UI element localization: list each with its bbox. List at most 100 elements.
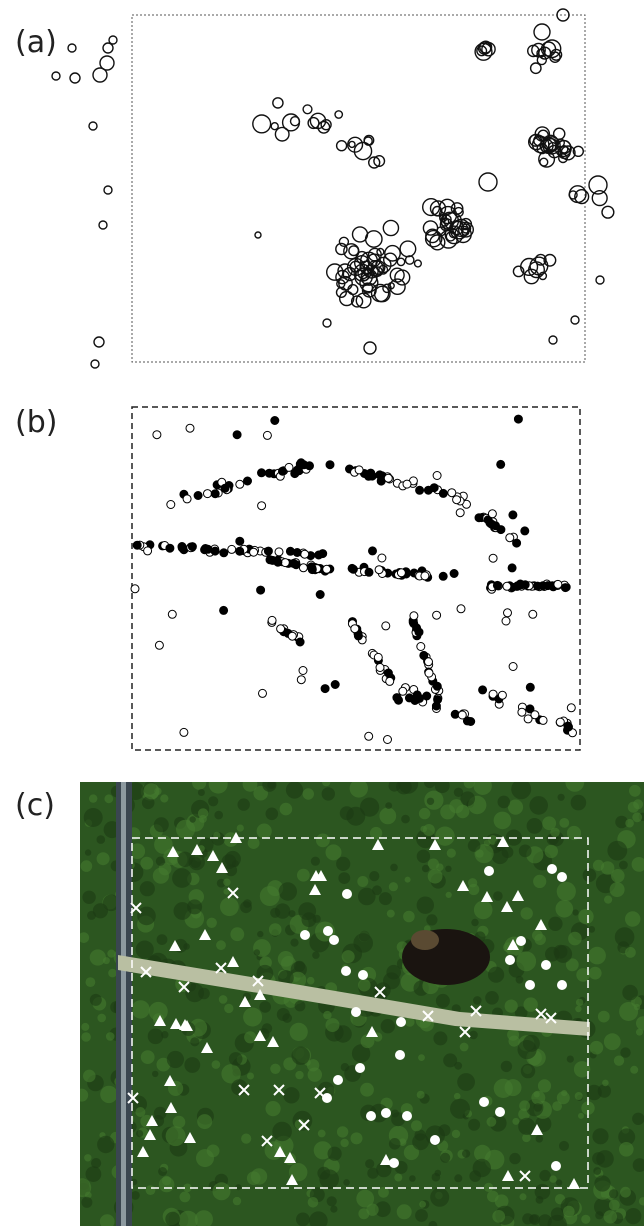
canopy	[351, 1044, 371, 1063]
canopy	[259, 1001, 272, 1013]
canopy	[533, 874, 547, 889]
canopy	[214, 810, 223, 820]
canopy	[302, 788, 314, 800]
canopy	[253, 949, 261, 956]
canopy	[282, 1013, 293, 1023]
tree-point	[398, 686, 408, 696]
canopy	[603, 1033, 621, 1051]
circle-marker	[358, 970, 368, 980]
triangle-marker	[481, 891, 493, 902]
canopy	[278, 882, 297, 901]
tree-point	[525, 704, 535, 714]
canopy	[152, 867, 169, 884]
canopy	[497, 795, 511, 809]
tree-point	[325, 263, 344, 281]
canopy	[535, 1135, 544, 1143]
tree-point	[568, 190, 578, 200]
canopy	[341, 950, 355, 964]
tree-point	[235, 536, 245, 546]
triangle-marker	[502, 1170, 514, 1181]
canopy	[602, 1079, 609, 1087]
canopy	[586, 1084, 602, 1101]
canopy	[289, 1022, 308, 1041]
canopy	[136, 1130, 144, 1138]
canopy	[454, 1061, 463, 1070]
tree-point	[362, 282, 374, 294]
panel-b	[130, 406, 581, 751]
canopy	[473, 782, 492, 795]
canopy	[609, 1189, 619, 1199]
canopy	[454, 1174, 463, 1183]
canopy	[220, 897, 239, 917]
canopy	[231, 1079, 248, 1096]
cross-marker	[470, 1005, 482, 1017]
canopy	[228, 1052, 243, 1066]
canopy	[426, 797, 435, 805]
circle-marker	[322, 1093, 332, 1103]
tree-point	[132, 540, 142, 550]
circle-marker	[430, 1135, 440, 1145]
canopy	[504, 1079, 522, 1097]
cross-marker	[227, 887, 239, 899]
tree-point	[270, 121, 279, 131]
tree-point	[342, 267, 357, 282]
tree-point	[497, 690, 507, 700]
canopy	[620, 1047, 631, 1058]
canopy	[550, 827, 560, 838]
canopy	[197, 789, 205, 796]
canopy	[467, 878, 478, 888]
triangle-marker	[144, 1129, 156, 1140]
tree-point	[438, 488, 448, 498]
tree-point	[179, 727, 189, 737]
canopy	[102, 957, 110, 965]
canopy	[390, 863, 398, 872]
canopy	[552, 1101, 562, 1111]
tree-point	[219, 548, 229, 558]
canopy	[435, 993, 450, 1008]
tree-point	[501, 616, 511, 626]
canopy	[582, 868, 597, 882]
tree-point	[354, 465, 364, 475]
tree-point	[177, 543, 187, 553]
pond-edge	[411, 930, 439, 950]
tree-point	[572, 145, 584, 158]
tree-point	[505, 533, 515, 543]
circle-marker	[484, 866, 494, 876]
tree-point	[560, 583, 570, 593]
canopy	[192, 782, 207, 790]
tree-point	[355, 292, 372, 309]
triangle-marker	[366, 1026, 378, 1037]
canopy	[153, 1106, 167, 1120]
triangle-marker	[165, 1102, 177, 1113]
tree-point	[503, 608, 512, 618]
canopy	[190, 1037, 200, 1047]
tree-point	[558, 153, 569, 164]
tree-point	[263, 546, 273, 556]
triangle-marker	[167, 846, 179, 857]
canopy	[350, 1132, 363, 1145]
canopy	[312, 914, 321, 923]
canopy	[139, 881, 155, 897]
canopy	[105, 1032, 115, 1041]
canopy	[338, 872, 351, 884]
canopy	[198, 987, 210, 1000]
canopy	[323, 1010, 332, 1020]
tree-point	[385, 676, 395, 686]
canopy	[85, 977, 96, 987]
canopy	[438, 1124, 451, 1137]
tree-point	[483, 515, 493, 525]
canopy	[272, 1121, 292, 1142]
canopy	[378, 892, 392, 906]
tree-point	[274, 126, 290, 142]
canopy	[297, 868, 310, 882]
tree-point	[542, 134, 559, 152]
canopy	[242, 782, 258, 792]
tree-point	[243, 476, 252, 486]
canopy	[609, 882, 625, 898]
canopy	[542, 816, 557, 831]
canopy	[625, 1208, 642, 1225]
circle-marker	[402, 1111, 412, 1121]
tree-point	[300, 549, 310, 559]
tree-point	[422, 691, 432, 701]
triangle-marker	[146, 1115, 158, 1126]
